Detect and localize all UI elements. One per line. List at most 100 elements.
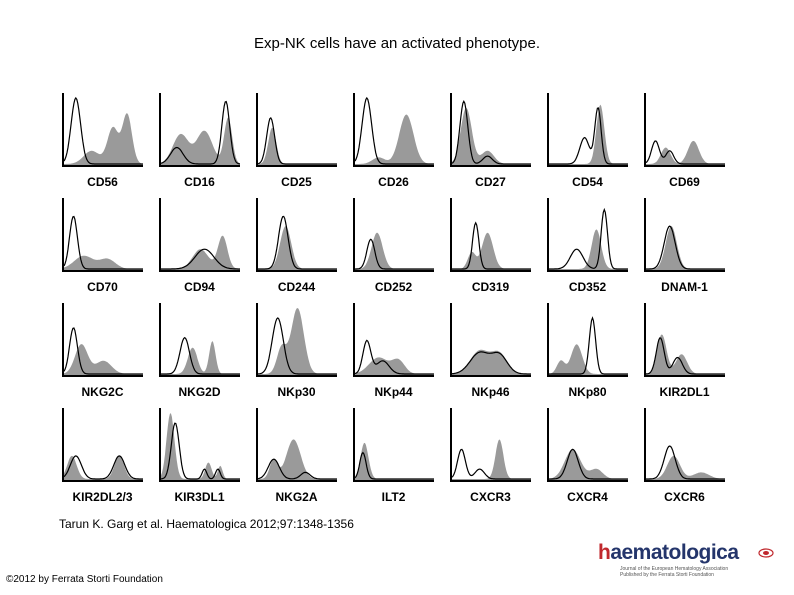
control-histogram (258, 116, 337, 165)
histogram-plot (549, 207, 628, 270)
histogram-panel (353, 93, 434, 167)
marker-label: CD27 (475, 175, 506, 189)
copyright: ©2012 by Ferrata Storti Foundation (6, 574, 163, 585)
control-histogram (355, 339, 434, 375)
histogram-plot (64, 327, 143, 375)
histogram-panel (450, 303, 531, 377)
marker-label: CD252 (374, 280, 413, 294)
control-histogram (646, 445, 725, 480)
marker-label: CD352 (568, 280, 607, 294)
histogram-plot (258, 439, 337, 480)
marker-label: ILT2 (381, 490, 406, 504)
marker-label: CD56 (87, 175, 118, 189)
histogram-plot (452, 439, 531, 480)
histogram-plot (355, 96, 434, 165)
control-histogram (258, 317, 337, 375)
marker-label: NKp30 (277, 385, 316, 399)
marker-label: KIR2DL1 (659, 385, 710, 399)
logo-tagline-2: Published by the Ferrata Storti Foundati… (620, 572, 714, 578)
logo-tagline: Journal of the European Hematology Assoc… (620, 566, 780, 578)
marker-label: CD94 (184, 280, 215, 294)
histogram-panel (644, 408, 725, 482)
histogram-panel (547, 93, 628, 167)
histogram-plot (355, 442, 434, 480)
histogram-panel (256, 198, 337, 272)
histogram-plot (258, 308, 337, 375)
control-histogram (646, 225, 725, 270)
marker-label: CD244 (277, 280, 316, 294)
control-histogram (452, 221, 531, 270)
histogram-plot (258, 215, 337, 270)
logo-initial: h (598, 541, 611, 564)
histogram-panel (644, 198, 725, 272)
stained-histogram (258, 308, 337, 375)
histogram-plot (64, 96, 143, 165)
marker-label: NKG2D (178, 385, 221, 399)
logo-wordmark: haematologica (598, 541, 739, 565)
logo-tagline-1: Journal of the European Hematology Assoc… (620, 566, 729, 572)
histogram-plot (646, 140, 725, 165)
stained-histogram (64, 344, 143, 375)
histogram-panel (256, 93, 337, 167)
histogram-plot (355, 232, 434, 270)
histogram-plot (452, 221, 531, 270)
histogram-panel (159, 93, 240, 167)
histogram-panel (256, 408, 337, 482)
control-histogram (549, 207, 628, 270)
histogram-plot (161, 336, 240, 375)
histogram-plot (646, 445, 725, 480)
control-histogram (161, 422, 240, 480)
control-histogram (355, 238, 434, 270)
stained-histogram (646, 226, 725, 270)
marker-label: CXCR6 (664, 490, 705, 504)
histogram-plot (161, 100, 240, 165)
control-histogram (161, 248, 240, 270)
histogram-plot (355, 339, 434, 375)
control-histogram (64, 327, 143, 375)
stained-histogram (161, 117, 240, 165)
marker-label: CD54 (572, 175, 603, 189)
control-histogram (646, 140, 725, 165)
stained-histogram (452, 108, 531, 165)
stained-histogram (161, 413, 240, 480)
histogram-panel (256, 303, 337, 377)
control-histogram (549, 107, 628, 165)
marker-label: NKp46 (471, 385, 510, 399)
stained-histogram (161, 235, 240, 270)
stained-histogram (355, 357, 434, 375)
histogram-plot (452, 99, 531, 165)
marker-label: NKp44 (374, 385, 413, 399)
stained-histogram (646, 140, 725, 165)
histogram-plot (258, 116, 337, 165)
control-histogram (258, 458, 337, 480)
marker-label: NKG2C (81, 385, 124, 399)
stained-histogram (355, 232, 434, 270)
stained-histogram (64, 113, 143, 165)
marker-label: KIR2DL2/3 (72, 490, 133, 504)
marker-label: DNAM-1 (661, 280, 708, 294)
marker-label: CD70 (87, 280, 118, 294)
histogram-panel (159, 198, 240, 272)
histogram-panel (353, 303, 434, 377)
control-histogram (646, 337, 725, 375)
histogram-panel (644, 93, 725, 167)
histogram-plot (64, 215, 143, 270)
control-histogram (258, 215, 337, 270)
histogram-grid: CD56 CD16 CD25 CD26 CD27 CD54 CD69 CD70 CD94 CD24… (62, 93, 742, 504)
control-histogram (549, 316, 628, 375)
stained-histogram (64, 255, 143, 270)
histogram-panel (62, 93, 143, 167)
histogram-plot (549, 448, 628, 480)
histogram-panel (547, 303, 628, 377)
stained-histogram (549, 344, 628, 375)
haematologica-logo: haematologica Journal of the European He… (598, 541, 778, 581)
control-histogram (161, 100, 240, 165)
histogram-panel (644, 303, 725, 377)
stained-histogram (64, 455, 143, 480)
stained-histogram (452, 439, 531, 480)
stained-histogram (258, 439, 337, 480)
stained-histogram (646, 455, 725, 480)
control-histogram (355, 96, 434, 165)
marker-label: NKp80 (568, 385, 607, 399)
stained-histogram (161, 341, 240, 375)
